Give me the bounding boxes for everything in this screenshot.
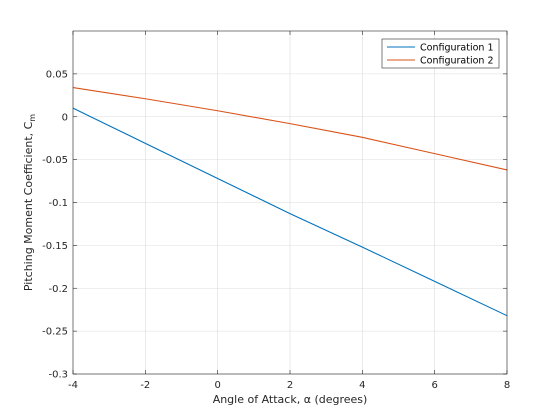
y-tick-label: -0.3 <box>48 370 68 381</box>
x-tick-label: -4 <box>68 380 78 391</box>
y-tick-label: -0.1 <box>48 198 68 209</box>
x-tick-label: 6 <box>431 380 437 391</box>
series-line-1 <box>72 107 508 317</box>
y-axis-label-main: Pitching Moment Coefficient, C <box>22 121 35 291</box>
y-tick-label: -0.05 <box>42 155 68 166</box>
x-axis-label: Angle of Attack, α (degrees) <box>213 393 368 406</box>
tick-labels: -4 -2 0 2 4 6 8 -0.3 -0.25 -0.2 -0.15 -0.1 -0.05 0 0.0… <box>42 69 510 391</box>
y-tick-label: 0.05 <box>46 69 68 80</box>
y-tick-label: -0.2 <box>48 284 68 295</box>
y-tick-label: -0.25 <box>42 327 68 338</box>
x-tick-label: 2 <box>287 380 293 391</box>
x-tick-label: 4 <box>359 380 365 391</box>
y-axis-label: Pitching Moment Coefficient, Cm <box>22 114 37 291</box>
y-axis-label-subscript: m <box>28 114 37 122</box>
y-tick-label: 0 <box>62 112 68 123</box>
y-tick-label: -0.15 <box>42 241 68 252</box>
ticks <box>72 31 508 375</box>
legend-label-1: Configuration 1 <box>420 43 494 54</box>
x-tick-label: -2 <box>140 380 150 391</box>
legend-label-2: Configuration 2 <box>420 56 494 67</box>
x-tick-label: 0 <box>214 380 220 391</box>
legend-box <box>381 38 500 69</box>
series-line-2 <box>72 87 508 171</box>
series-group <box>72 87 508 317</box>
x-tick-label: 8 <box>504 380 510 391</box>
legend: Configuration 1 Configuration 2 <box>381 38 500 69</box>
